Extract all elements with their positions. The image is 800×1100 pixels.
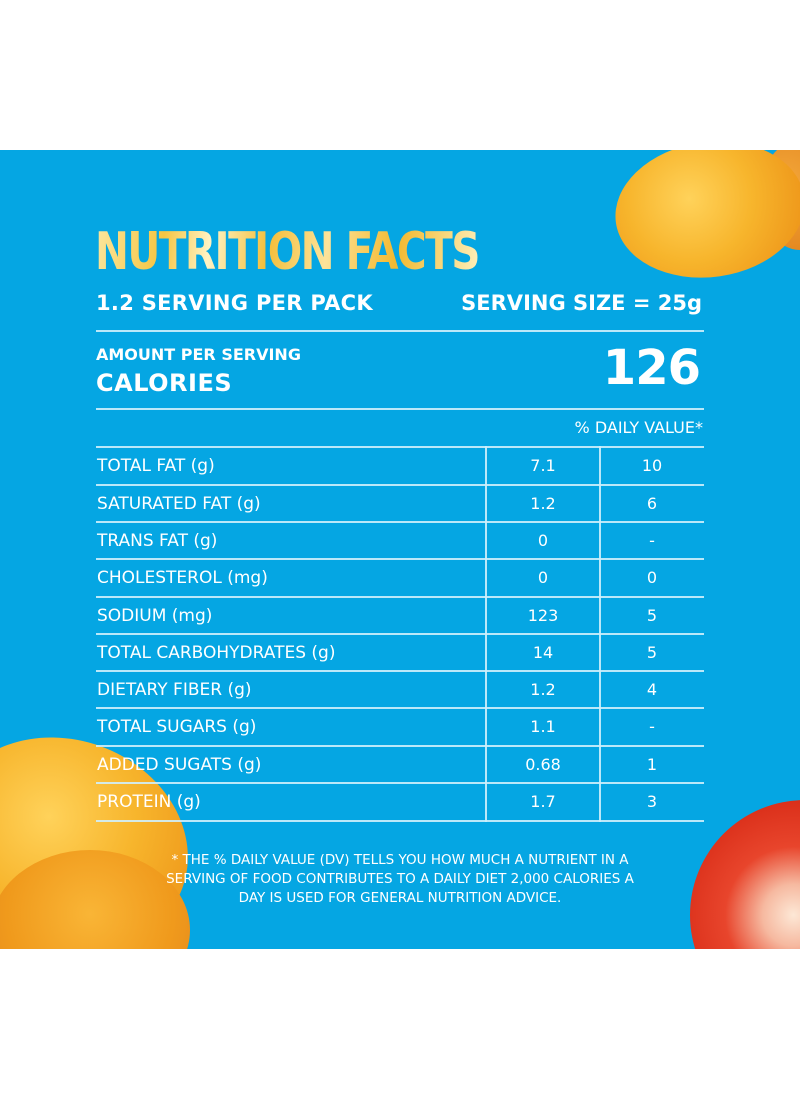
nutrient-daily-value: 5	[646, 606, 658, 625]
nutrient-daily-value: -	[649, 717, 655, 736]
nutrient-amount: 123	[527, 606, 559, 625]
table-row: TRANS FAT (g) 0 -	[96, 523, 704, 560]
nutrient-daily-value: 10	[641, 456, 663, 475]
nutrient-name: TRANS FAT (g)	[97, 531, 218, 551]
daily-value-footnote: * THE % DAILY VALUE (DV) TELLS YOU HOW M…	[166, 852, 634, 906]
nutrient-name: PROTEIN (g)	[97, 792, 201, 812]
table-row: SODIUM (mg) 123 5	[96, 598, 704, 635]
table-line	[96, 633, 704, 635]
table-line	[96, 484, 704, 486]
nutrient-amount: 1.2	[530, 680, 556, 699]
nutrient-amount: 1.7	[530, 792, 556, 811]
nutrient-amount: 0	[537, 568, 549, 587]
nutrient-daily-value: 5	[646, 643, 658, 662]
nutrient-daily-value: 4	[646, 680, 658, 699]
table-line	[96, 745, 704, 747]
nutrient-name: TOTAL SUGARS (g)	[97, 717, 257, 737]
nutrient-amount: 14	[532, 643, 554, 662]
tomato-slice-image	[690, 800, 800, 949]
table-row: SATURATED FAT (g) 1.2 6	[96, 486, 704, 523]
nutrient-name: ADDED SUGATS (g)	[97, 755, 262, 775]
table-line	[96, 558, 704, 560]
divider	[96, 408, 704, 410]
table-line	[96, 446, 704, 448]
nutrient-amount: 0.68	[525, 755, 561, 774]
table-line	[96, 596, 704, 598]
page-title: NUTRITION FACTS	[95, 222, 480, 282]
table-line	[96, 707, 704, 709]
nutrient-daily-value: 1	[646, 755, 658, 774]
nutrient-name: SATURATED FAT (g)	[97, 494, 261, 514]
nutrient-amount: 7.1	[530, 456, 556, 475]
table-row: PROTEIN (g) 1.7 3	[96, 784, 704, 821]
nutrient-amount: 0	[537, 531, 549, 550]
table-row: TOTAL CARBOHYDRATES (g) 14 5	[96, 635, 704, 672]
table-row: DIETARY FIBER (g) 1.2 4	[96, 672, 704, 709]
table-line	[96, 782, 704, 784]
nutrient-name: DIETARY FIBER (g)	[97, 680, 252, 700]
nutrient-name: TOTAL CARBOHYDRATES (g)	[97, 643, 336, 663]
daily-value-header: % DAILY VALUE*	[574, 418, 703, 437]
serving-size: SERVING SIZE = 25g	[461, 291, 702, 315]
calories-label: CALORIES	[96, 369, 233, 397]
table-row: CHOLESTEROL (mg) 0 0	[96, 560, 704, 597]
nutrient-daily-value: 6	[646, 494, 658, 513]
nutrient-name: SODIUM (mg)	[97, 606, 213, 626]
table-line	[96, 820, 704, 822]
nutrient-name: TOTAL FAT (g)	[97, 456, 215, 476]
table-line	[96, 670, 704, 672]
amount-per-serving-label: AMOUNT PER SERVING	[96, 345, 301, 364]
divider	[96, 330, 704, 332]
servings-per-pack: 1.2 SERVING PER PACK	[96, 291, 373, 315]
table-line	[96, 521, 704, 523]
calories-value: 126	[602, 340, 701, 396]
nutrient-amount: 1.1	[530, 717, 556, 736]
nutrient-daily-value: -	[649, 531, 655, 550]
table-row: TOTAL FAT (g) 7.1 10	[96, 448, 704, 485]
nutrient-daily-value: 3	[646, 792, 658, 811]
nutrient-amount: 1.2	[530, 494, 556, 513]
nutrition-panel	[0, 150, 800, 949]
nutrient-name: CHOLESTEROL (mg)	[97, 568, 268, 588]
nutrient-daily-value: 0	[646, 568, 658, 587]
table-row: TOTAL SUGARS (g) 1.1 -	[96, 709, 704, 746]
table-row: ADDED SUGATS (g) 0.68 1	[96, 747, 704, 784]
potato-chip-image	[606, 150, 800, 290]
